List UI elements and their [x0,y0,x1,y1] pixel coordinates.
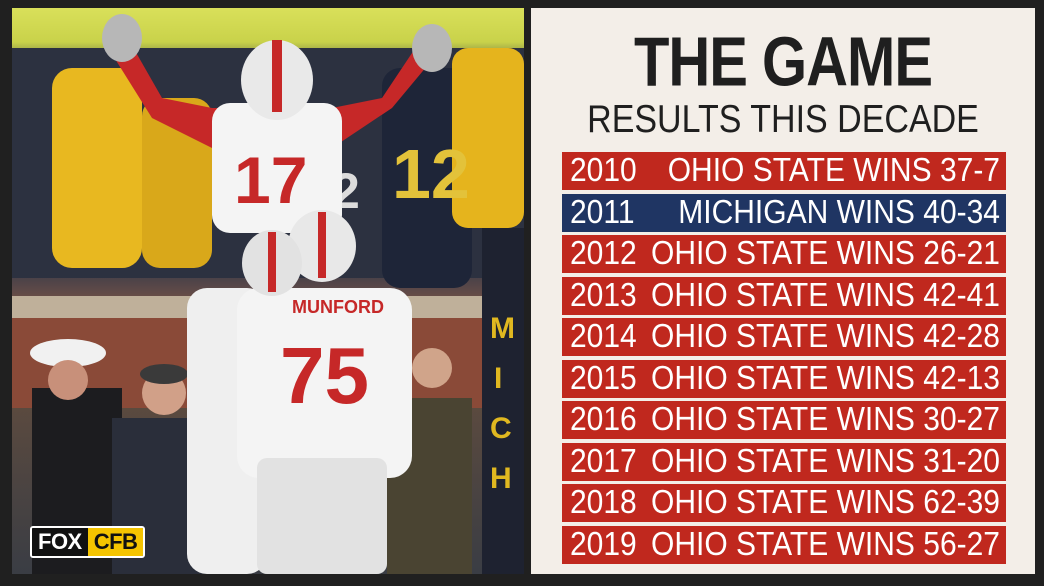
celebration-photo: 12 2 M I C H 17 [12,8,524,574]
result-year: 2012 [570,234,637,272]
result-row: 2017 OHIO STATE WINS 31-20 [562,442,1006,481]
result-text: OHIO STATE WINS 42-41 [651,276,1000,314]
result-text: OHIO STATE WINS 56-27 [651,525,1000,563]
nameplate-text: MUNFORD [292,297,384,317]
graphic-title: THE GAME [633,23,933,102]
graphic-subtitle: RESULTS THIS DECADE [587,97,979,142]
result-text: OHIO STATE WINS 62-39 [651,483,1000,521]
svg-text:I: I [494,362,502,395]
result-row: 2015 OHIO STATE WINS 42-13 [562,359,1006,398]
svg-text:C: C [490,412,512,445]
result-row: 2013 OHIO STATE WINS 42-41 [562,276,1006,315]
svg-text:12: 12 [392,135,470,213]
result-text: OHIO STATE WINS 37-7 [667,151,1000,189]
result-text: MICHIGAN WINS 40-34 [678,193,1000,231]
result-row: 2014 OHIO STATE WINS 42-28 [562,318,1006,356]
svg-text:H: H [490,462,512,495]
photo-illustration: 12 2 M I C H 17 [12,14,524,574]
result-text: OHIO STATE WINS 42-28 [651,317,1000,355]
result-year: 2015 [570,359,637,397]
result-row: 2019 OHIO STATE WINS 56-27 [562,525,1006,564]
svg-text:M: M [490,312,515,345]
logo-cfb: CFB [87,528,144,556]
result-row: 2011 MICHIGAN WINS 40-34 [562,193,1006,232]
svg-text:75: 75 [280,331,369,420]
result-year: 2013 [570,276,637,314]
fox-cfb-logo: FOX CFB [30,526,146,558]
result-year: 2019 [570,525,637,563]
result-row: 2016 OHIO STATE WINS 30-27 [562,401,1006,439]
logo-fox: FOX [32,528,88,556]
result-row: 2010 OHIO STATE WINS 37-7 [562,152,1006,190]
svg-text:17: 17 [234,143,307,217]
result-row: 2018 OHIO STATE WINS 62-39 [562,484,1006,522]
result-year: 2016 [570,400,637,438]
results-panel: THE GAME RESULTS THIS DECADE 2010 OHIO ST… [531,8,1035,574]
result-year: 2011 [570,193,635,231]
result-text: OHIO STATE WINS 26-21 [651,234,1000,272]
result-year: 2017 [570,442,637,480]
results-list: 2010 OHIO STATE WINS 37-7 2011 MICHIGAN WIN… [562,152,1006,567]
result-row: 2012 OHIO STATE WINS 26-21 [562,235,1006,273]
result-year: 2014 [570,317,637,355]
result-text: OHIO STATE WINS 31-20 [651,442,1000,480]
result-text: OHIO STATE WINS 30-27 [651,400,1000,438]
result-year: 2018 [570,483,637,521]
result-year: 2010 [570,151,637,189]
result-text: OHIO STATE WINS 42-13 [651,359,1000,397]
